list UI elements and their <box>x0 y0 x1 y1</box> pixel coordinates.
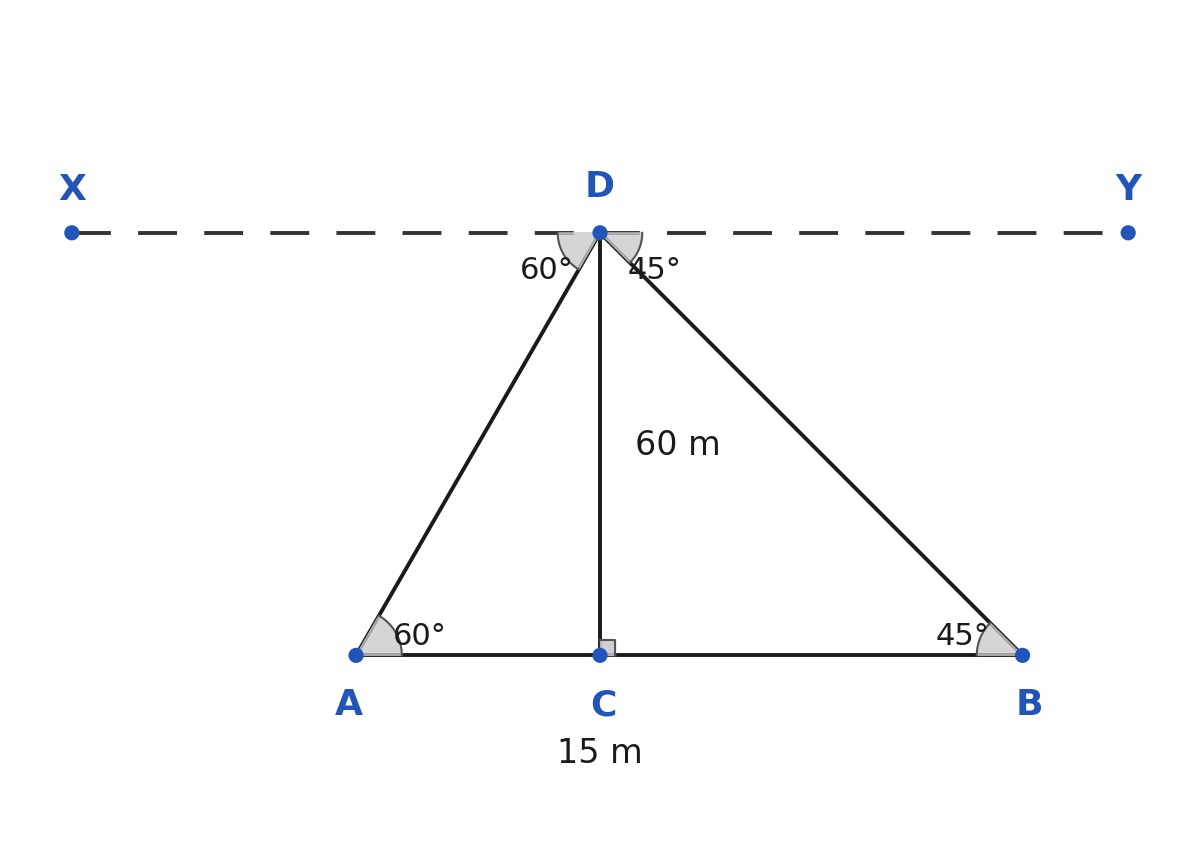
Point <box>1013 648 1032 662</box>
Polygon shape <box>558 233 600 270</box>
Text: X: X <box>58 173 85 207</box>
Point <box>590 648 610 662</box>
Polygon shape <box>600 233 642 263</box>
Polygon shape <box>600 640 616 655</box>
Text: D: D <box>586 170 616 204</box>
Point <box>590 226 610 240</box>
Point <box>62 226 82 240</box>
Point <box>347 648 366 662</box>
Text: 60°: 60° <box>521 256 574 285</box>
Point <box>1118 226 1138 240</box>
Polygon shape <box>356 616 402 655</box>
Text: A: A <box>335 687 364 722</box>
Text: 45°: 45° <box>628 256 682 285</box>
Text: 15 m: 15 m <box>557 736 643 770</box>
Text: 45°: 45° <box>936 622 990 650</box>
Text: B: B <box>1016 687 1043 722</box>
Text: 60 m: 60 m <box>635 428 721 461</box>
Text: Y: Y <box>1115 173 1141 207</box>
Text: 60°: 60° <box>392 622 446 650</box>
Polygon shape <box>977 623 1022 655</box>
Text: C: C <box>590 687 617 722</box>
